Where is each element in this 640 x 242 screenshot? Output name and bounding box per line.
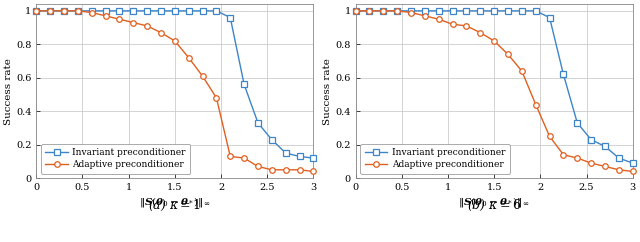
- Invariant preconditioner: [240, 83, 248, 86]
- Adaptive preconditioner: [116, 18, 124, 21]
- Invariant preconditioner: [407, 9, 415, 12]
- Invariant preconditioner: [143, 9, 151, 12]
- Adaptive preconditioner: [573, 157, 581, 159]
- Adaptive preconditioner: [88, 11, 95, 14]
- Invariant preconditioner: [629, 162, 637, 165]
- Invariant preconditioner: [365, 9, 373, 12]
- Adaptive preconditioner: [546, 135, 554, 138]
- Adaptive preconditioner: [212, 96, 220, 99]
- Invariant preconditioner: [157, 9, 165, 12]
- Invariant preconditioner: [559, 73, 567, 76]
- Adaptive preconditioner: [33, 9, 40, 12]
- Invariant preconditioner: [380, 9, 387, 12]
- Adaptive preconditioner: [518, 70, 525, 73]
- Invariant preconditioner: [227, 16, 234, 19]
- Adaptive preconditioner: [282, 168, 289, 171]
- Invariant preconditioner: [421, 9, 429, 12]
- Line: Adaptive preconditioner: Adaptive preconditioner: [353, 8, 636, 174]
- Adaptive preconditioner: [601, 165, 609, 168]
- Invariant preconditioner: [60, 9, 68, 12]
- Invariant preconditioner: [129, 9, 137, 12]
- Adaptive preconditioner: [532, 103, 540, 106]
- Invariant preconditioner: [116, 9, 124, 12]
- Invariant preconditioner: [394, 9, 401, 12]
- Legend: Invariant preconditioner, Adaptive preconditioner: Invariant preconditioner, Adaptive preco…: [41, 144, 191, 174]
- Invariant preconditioner: [33, 9, 40, 12]
- X-axis label: $\|\boldsymbol{S}(\boldsymbol{\theta}_0-\boldsymbol{\theta}_*)\|_\infty$: $\|\boldsymbol{S}(\boldsymbol{\theta}_0-…: [139, 195, 211, 209]
- Invariant preconditioner: [504, 9, 512, 12]
- Adaptive preconditioner: [421, 15, 429, 17]
- Adaptive preconditioner: [588, 162, 595, 165]
- Legend: Invariant preconditioner, Adaptive preconditioner: Invariant preconditioner, Adaptive preco…: [360, 144, 509, 174]
- Invariant preconditioner: [476, 9, 484, 12]
- Invariant preconditioner: [212, 9, 220, 12]
- Adaptive preconditioner: [394, 9, 401, 12]
- Adaptive preconditioner: [129, 21, 137, 24]
- Invariant preconditioner: [199, 9, 207, 12]
- Text: (b) $\kappa = 6$: (b) $\kappa = 6$: [467, 197, 522, 213]
- Invariant preconditioner: [490, 9, 498, 12]
- Invariant preconditioner: [463, 9, 470, 12]
- Invariant preconditioner: [435, 9, 443, 12]
- Adaptive preconditioner: [365, 9, 373, 12]
- Invariant preconditioner: [615, 157, 623, 159]
- Invariant preconditioner: [282, 151, 289, 154]
- Adaptive preconditioner: [227, 155, 234, 158]
- Adaptive preconditioner: [615, 168, 623, 171]
- Adaptive preconditioner: [310, 170, 317, 173]
- Adaptive preconditioner: [629, 170, 637, 173]
- Invariant preconditioner: [601, 145, 609, 148]
- Adaptive preconditioner: [352, 9, 360, 12]
- Adaptive preconditioner: [435, 18, 443, 21]
- Adaptive preconditioner: [60, 9, 68, 12]
- Invariant preconditioner: [573, 121, 581, 124]
- Adaptive preconditioner: [476, 31, 484, 34]
- Invariant preconditioner: [102, 9, 109, 12]
- Invariant preconditioner: [296, 155, 303, 158]
- Invariant preconditioner: [532, 9, 540, 12]
- Invariant preconditioner: [518, 9, 525, 12]
- Invariant preconditioner: [268, 138, 276, 141]
- Adaptive preconditioner: [268, 168, 276, 171]
- Adaptive preconditioner: [463, 24, 470, 27]
- Adaptive preconditioner: [380, 9, 387, 12]
- Adaptive preconditioner: [157, 31, 165, 34]
- Invariant preconditioner: [74, 9, 82, 12]
- Invariant preconditioner: [185, 9, 193, 12]
- Adaptive preconditioner: [102, 15, 109, 17]
- Invariant preconditioner: [171, 9, 179, 12]
- Invariant preconditioner: [46, 9, 54, 12]
- Text: (a) $\kappa = 1$: (a) $\kappa = 1$: [148, 197, 201, 213]
- Adaptive preconditioner: [240, 157, 248, 159]
- Line: Invariant preconditioner: Invariant preconditioner: [33, 8, 316, 161]
- Adaptive preconditioner: [199, 75, 207, 77]
- Adaptive preconditioner: [254, 165, 262, 168]
- Adaptive preconditioner: [504, 53, 512, 56]
- Invariant preconditioner: [254, 121, 262, 124]
- Line: Invariant preconditioner: Invariant preconditioner: [353, 8, 636, 166]
- Adaptive preconditioner: [143, 24, 151, 27]
- Adaptive preconditioner: [407, 11, 415, 14]
- Invariant preconditioner: [588, 138, 595, 141]
- Adaptive preconditioner: [559, 153, 567, 156]
- Adaptive preconditioner: [490, 39, 498, 42]
- Y-axis label: Success rate: Success rate: [323, 58, 332, 125]
- Invariant preconditioner: [352, 9, 360, 12]
- Invariant preconditioner: [310, 157, 317, 159]
- Adaptive preconditioner: [74, 9, 82, 12]
- Adaptive preconditioner: [296, 168, 303, 171]
- Adaptive preconditioner: [185, 56, 193, 59]
- Adaptive preconditioner: [449, 23, 456, 26]
- Adaptive preconditioner: [46, 9, 54, 12]
- Invariant preconditioner: [546, 16, 554, 19]
- X-axis label: $\|\boldsymbol{S}(\boldsymbol{\theta}_0-\boldsymbol{\theta}_*)\|_\infty$: $\|\boldsymbol{S}(\boldsymbol{\theta}_0-…: [458, 195, 530, 209]
- Adaptive preconditioner: [171, 39, 179, 42]
- Invariant preconditioner: [88, 9, 95, 12]
- Invariant preconditioner: [449, 9, 456, 12]
- Y-axis label: Success rate: Success rate: [4, 58, 13, 125]
- Line: Adaptive preconditioner: Adaptive preconditioner: [33, 8, 316, 174]
